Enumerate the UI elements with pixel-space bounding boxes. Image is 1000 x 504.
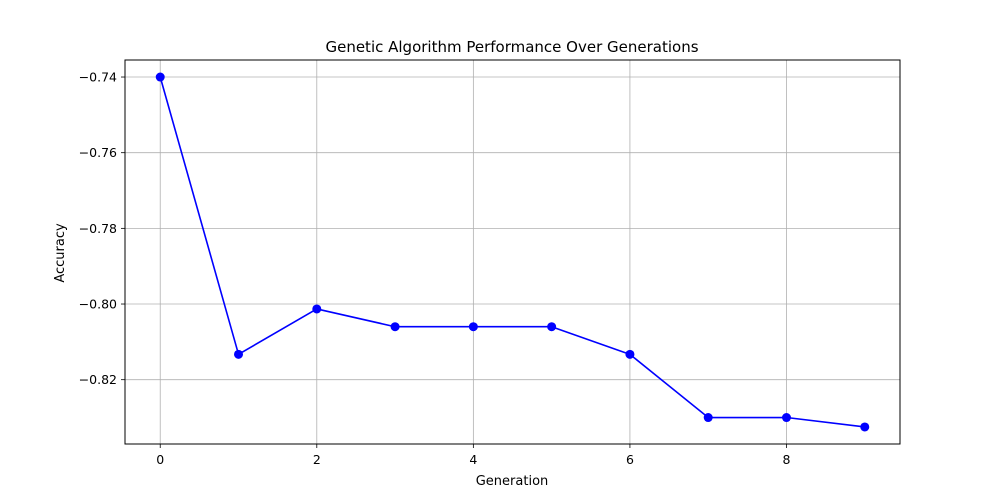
data-point [155, 72, 165, 82]
y-tick-label: −0.76 [79, 145, 117, 160]
data-point [781, 413, 791, 423]
y-tick-label: −0.82 [79, 372, 117, 387]
x-tick-label: 4 [469, 452, 477, 467]
x-axis-ticks: 0 2 4 6 8 [156, 444, 791, 467]
y-tick-label: −0.78 [79, 221, 117, 236]
x-tick-label: 6 [626, 452, 634, 467]
series-line [159, 76, 865, 428]
y-axis-ticks: −0.74 −0.76 −0.78 −0.80 −0.82 [79, 70, 125, 387]
data-point [390, 322, 400, 332]
x-tick-label: 8 [783, 452, 791, 467]
data-point [625, 349, 635, 359]
x-tick-label: 2 [313, 452, 321, 467]
chart-title: Genetic Algorithm Performance Over Gener… [325, 38, 698, 56]
data-point [468, 322, 478, 332]
data-point [703, 413, 713, 423]
x-axis-label: Generation [476, 474, 549, 489]
data-point [312, 304, 322, 314]
data-point [234, 349, 244, 359]
x-tick-label: 0 [156, 452, 164, 467]
data-point [547, 322, 557, 332]
grid-lines [125, 60, 900, 444]
plot-area-frame [124, 59, 901, 445]
y-axis-label: Accuracy [53, 223, 68, 283]
y-tick-label: −0.74 [79, 70, 117, 85]
data-point [860, 422, 870, 432]
y-tick-label: −0.80 [79, 297, 117, 312]
series-layer [155, 72, 870, 432]
